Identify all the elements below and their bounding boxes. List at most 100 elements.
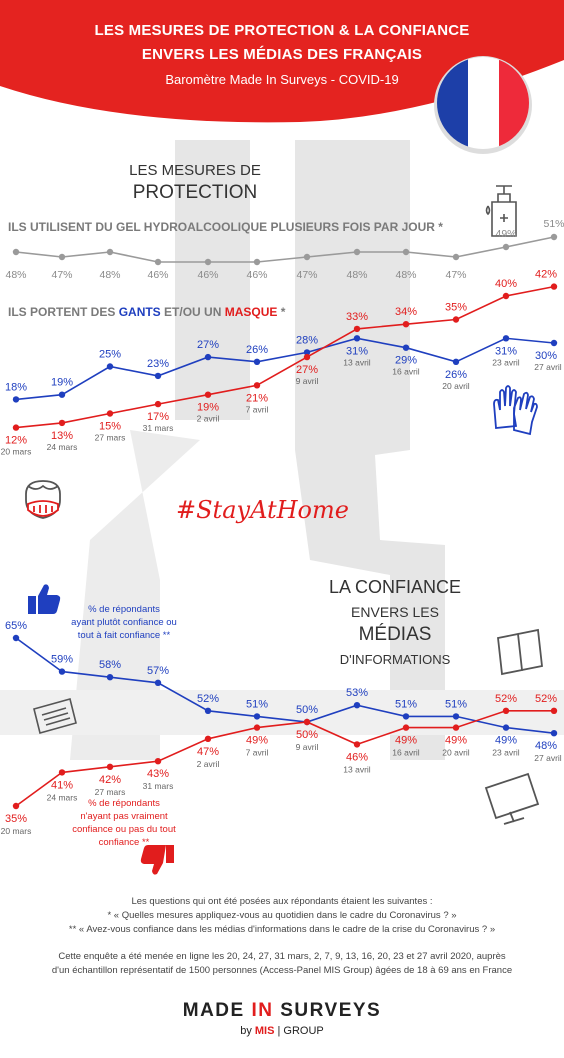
masque-series-point xyxy=(452,316,460,323)
gel-value-label: 46% xyxy=(246,269,267,281)
trust-value-label: 52% xyxy=(197,693,219,705)
date-label: 23 avril xyxy=(492,357,520,367)
section2-title-line4: D'INFORMATIONS xyxy=(339,652,451,667)
gants-series-point xyxy=(106,363,114,370)
footer-line1: Les questions qui ont été posées aux rép… xyxy=(131,896,433,907)
masque-series-point xyxy=(353,325,361,333)
gel-series-point xyxy=(502,243,510,251)
trust-value-label: 51% xyxy=(395,698,417,710)
masque-value-label: 12% xyxy=(5,435,27,447)
gel-value-label: 48% xyxy=(395,269,416,281)
trust-series-line xyxy=(15,637,555,734)
footer-line5: d'un échantillon représentatif de 1500 p… xyxy=(51,965,513,976)
date-label: 13 avril xyxy=(343,357,371,367)
distrust-series-point xyxy=(253,724,261,731)
face-mask-icon xyxy=(25,480,61,519)
date-label: 13 avril xyxy=(343,764,371,774)
gel-series-point xyxy=(452,253,460,261)
section1-title-line1: LES MESURES DE xyxy=(129,162,261,179)
gants-value-label: 19% xyxy=(51,377,73,389)
gants-value-label: 28% xyxy=(296,334,318,346)
section2-title-line1: LA CONFIANCE xyxy=(328,577,462,597)
gants-value-label: 18% xyxy=(5,381,27,393)
hand-sanitizer-icon xyxy=(485,185,517,237)
gel-series-point xyxy=(303,253,311,261)
date-label: 27 avril xyxy=(534,753,562,763)
trust-series-point xyxy=(204,707,212,714)
gants-value-label: 26% xyxy=(445,369,467,381)
date-label: 20 mars xyxy=(1,447,32,457)
made-in-surveys-logo: MADE IN SURVEYS xyxy=(182,1000,382,1021)
footer-line4: Cette enquête a été menée en ligne les 2… xyxy=(58,951,506,962)
gants-label: GANTS xyxy=(118,305,161,319)
section2-title-line2: ENVERS LES xyxy=(351,604,439,620)
date-label: 9 avril xyxy=(296,742,319,752)
gel-series-point xyxy=(154,258,162,266)
gants-value-label: 26% xyxy=(246,344,268,356)
distrust-value-label: 47% xyxy=(197,746,219,758)
gants-series-point xyxy=(303,349,311,356)
date-label: 27 mars xyxy=(95,787,126,797)
gel-value-label: 47% xyxy=(51,269,72,281)
date-label: 27 avril xyxy=(534,362,562,372)
date-label: 16 avril xyxy=(392,748,420,758)
distrust-series-point xyxy=(204,735,212,742)
date-label: 24 mars xyxy=(47,792,78,802)
newspaper-icon xyxy=(33,698,77,734)
section2-title-line3: MÉDIAS xyxy=(358,624,432,645)
gants-value-label: 31% xyxy=(346,345,368,357)
date-label: 20 avril xyxy=(442,748,470,758)
distrust-value-label: 49% xyxy=(246,735,268,747)
trust-series-point xyxy=(550,730,558,737)
gants-value-label: 23% xyxy=(147,358,169,370)
gel-question-label: ILS UTILISENT DU GEL HYDROALCOOLIQUE PLU… xyxy=(8,220,443,234)
gloves-icon xyxy=(493,385,538,436)
date-label: 20 mars xyxy=(1,826,32,836)
gants-series-line xyxy=(15,337,555,401)
gel-value-label: 47% xyxy=(445,269,466,281)
masque-value-label: 40% xyxy=(495,278,517,290)
distrust-series-point xyxy=(303,718,311,726)
masque-series-point xyxy=(106,410,114,417)
gants-series-point xyxy=(402,344,410,351)
gants-series-point xyxy=(502,335,510,342)
distrust-series-point xyxy=(58,769,66,776)
distrust-value-label: 50% xyxy=(296,729,318,741)
date-label: 23 avril xyxy=(492,748,520,758)
masque-value-label: 35% xyxy=(445,302,467,314)
gel-series-point xyxy=(550,233,558,241)
date-label: 9 avril xyxy=(296,376,319,386)
date-label: 24 mars xyxy=(47,442,78,452)
masque-value-label: 17% xyxy=(147,411,169,423)
gel-value-label: 47% xyxy=(296,269,317,281)
date-label: 16 avril xyxy=(392,367,420,377)
masque-label: MASQUE xyxy=(224,305,278,319)
gel-series-point xyxy=(353,248,361,256)
date-label: 27 mars xyxy=(95,433,126,443)
gel-value-label: 48% xyxy=(346,269,367,281)
trust-series-point xyxy=(154,679,162,686)
gants-value-label: 25% xyxy=(99,349,121,361)
footer-line2: * « Quelles mesures appliquez-vous au qu… xyxy=(107,910,457,921)
thumbs-down-icon xyxy=(140,845,174,875)
masque-value-label: 13% xyxy=(51,430,73,442)
computer-monitor-icon xyxy=(484,772,540,825)
header-subtitle: Baromètre Made In Surveys - COVID-19 xyxy=(165,72,399,87)
distrust-value-label: 52% xyxy=(535,693,557,705)
gel-series-line xyxy=(15,236,555,263)
gants-series-point xyxy=(452,358,460,365)
distrust-value-label: 41% xyxy=(51,779,73,791)
date-label: 7 avril xyxy=(246,404,269,414)
stay-at-home-hashtag: #StayAtHome xyxy=(176,496,349,524)
gel-series-point xyxy=(106,248,114,256)
header-banner xyxy=(0,0,564,123)
trust-note: % de répondants ayant plutôt confiance o… xyxy=(71,604,177,641)
trust-value-label: 50% xyxy=(296,704,318,716)
distrust-series-point xyxy=(550,707,558,714)
distrust-series-point xyxy=(12,802,20,810)
distrust-value-label: 49% xyxy=(445,735,467,747)
masque-value-label: 21% xyxy=(246,392,268,404)
gel-value-label: 48% xyxy=(99,269,120,281)
